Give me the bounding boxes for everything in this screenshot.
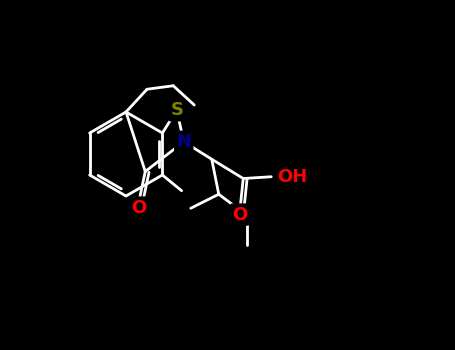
Text: S: S — [170, 101, 183, 119]
Text: OH: OH — [278, 168, 308, 186]
Text: O: O — [232, 205, 248, 224]
Text: N: N — [176, 133, 191, 151]
Text: O: O — [131, 198, 146, 217]
